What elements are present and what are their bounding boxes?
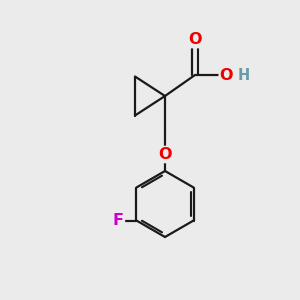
Text: O: O: [188, 32, 202, 47]
Text: H: H: [238, 68, 250, 82]
Text: O: O: [158, 147, 172, 162]
Text: O: O: [220, 68, 233, 82]
Text: F: F: [113, 213, 124, 228]
